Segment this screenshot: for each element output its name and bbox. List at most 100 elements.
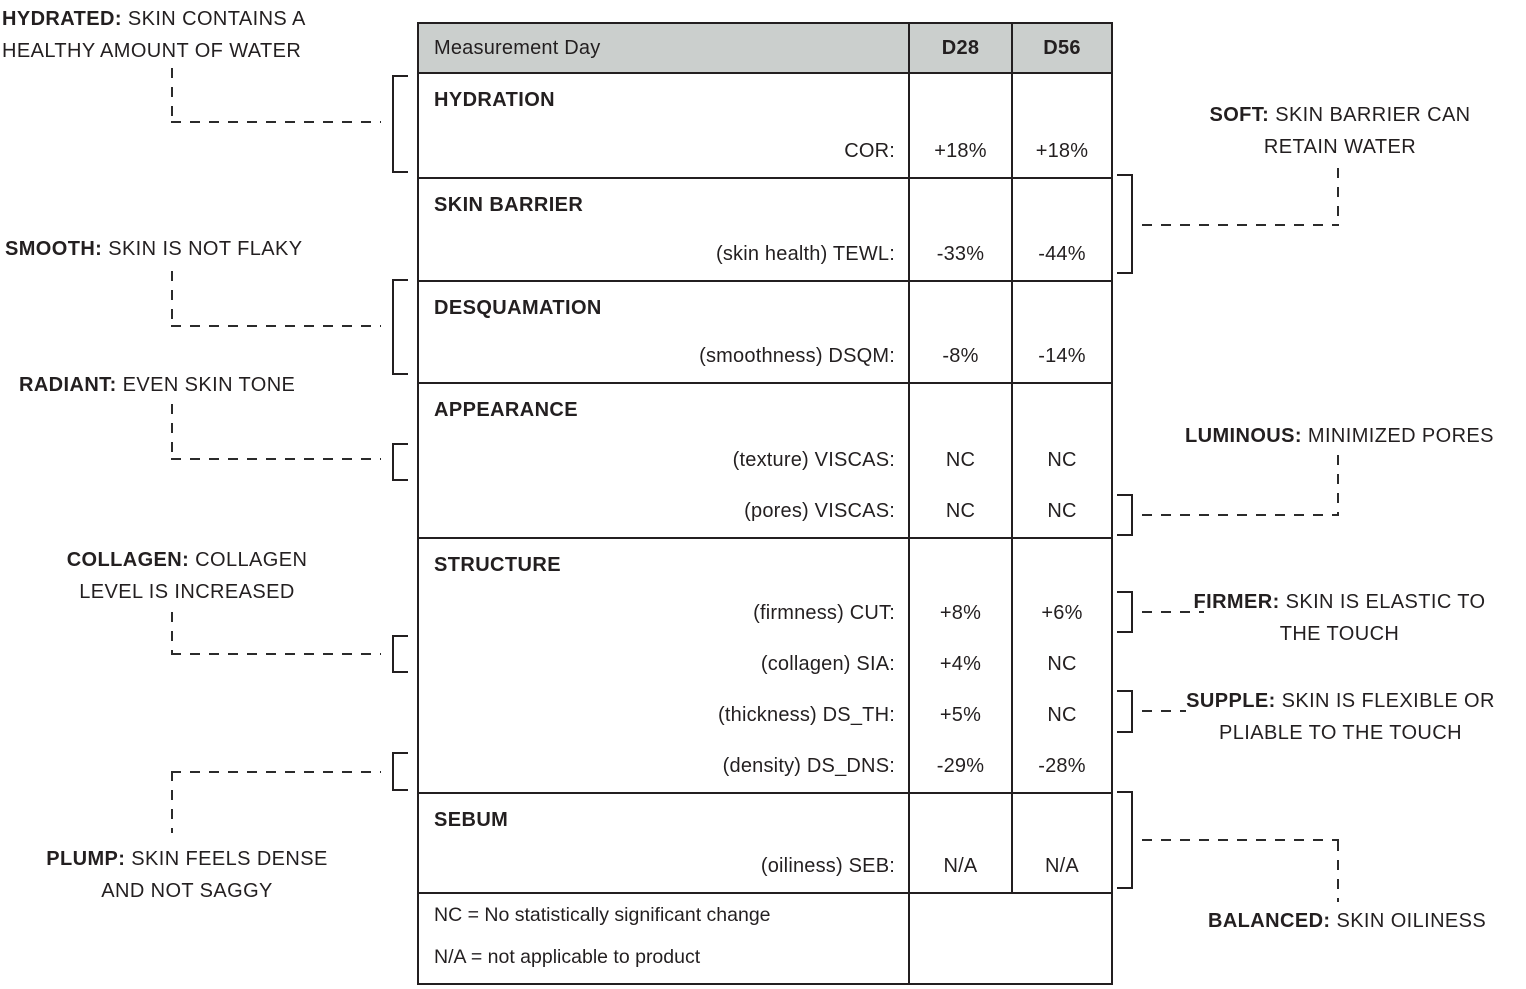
row-label: (skin health) TEWL:: [715, 243, 895, 265]
table-row-seb: (oiliness) SEB: N/A N/A: [419, 841, 1111, 892]
value-d56: NC: [1011, 690, 1111, 741]
bracket-firmness-row: [1117, 591, 1133, 633]
value-d28: +5%: [908, 690, 1011, 741]
value-d28: NC: [908, 435, 1011, 486]
annotation-term: COLLAGEN:: [66, 549, 190, 571]
connector-soft-vertical: [1337, 168, 1339, 226]
annotation-desc: SKIN BARRIER CAN RETAIN WATER: [1263, 104, 1471, 158]
empty-cell: [908, 179, 1011, 229]
value-d28: +18%: [908, 126, 1011, 177]
empty-cell: [1011, 74, 1111, 126]
section-hydration: HYDRATION COR: +18% +18%: [419, 72, 1111, 177]
value-d56: NC: [1011, 639, 1111, 690]
results-table: Measurement Day D28 D56 HYDRATION COR: +…: [417, 22, 1113, 985]
connector-luminous-vertical: [1337, 455, 1339, 516]
annotation-term: RADIANT:: [19, 374, 117, 396]
table-row-sia: (collagen) SIA: +4% NC: [419, 639, 1111, 690]
table-row-tewl: (skin health) TEWL: -33% -44%: [419, 229, 1111, 280]
table-row-ds-th: (thickness) DS_TH: +5% NC: [419, 690, 1111, 741]
annotation-desc: COLLAGEN LEVEL IS INCREASED: [79, 549, 308, 603]
connector-smooth-vertical: [171, 271, 173, 327]
section-title-sebum: SEBUM: [434, 809, 509, 831]
annotation-desc: SKIN IS FLEXIBLE OR PLIABLE TO THE TOUCH: [1219, 690, 1495, 744]
bracket-collagen-row: [392, 635, 408, 673]
connector-balanced-horizontal: [1142, 839, 1339, 841]
table-row-pores-viscas: (pores) VISCAS: NC NC: [419, 486, 1111, 537]
table-row-dsqm: (smoothness) DSQM: -8% -14%: [419, 331, 1111, 382]
section-title-skin-barrier: SKIN BARRIER: [434, 194, 584, 216]
value-d28: +4%: [908, 639, 1011, 690]
annotation-firmer: FIRMER: SKIN IS ELASTIC TO THE TOUCH: [1187, 586, 1492, 650]
annotation-term: SUPPLE:: [1186, 690, 1276, 712]
row-label: (density) DS_DNS:: [722, 755, 895, 777]
annotation-hydrated: HYDRATED: SKIN CONTAINS A HEALTHY AMOUNT…: [2, 3, 394, 67]
bracket-texture-row: [392, 443, 408, 481]
section-title-appearance: APPEARANCE: [434, 399, 579, 421]
empty-cell: [1011, 794, 1111, 841]
annotation-term: SOFT:: [1209, 104, 1270, 126]
annotation-radiant: RADIANT: EVEN SKIN TONE: [19, 369, 295, 401]
value-d56: -28%: [1011, 741, 1111, 792]
bracket-thickness-row: [1117, 690, 1133, 733]
annotation-term: HYDRATED:: [2, 8, 122, 30]
row-label: (firmness) CUT:: [753, 602, 895, 624]
bracket-density-row: [392, 752, 408, 791]
value-d28: +8%: [908, 588, 1011, 639]
value-d56: +6%: [1011, 588, 1111, 639]
bracket-hydration-section: [392, 75, 408, 173]
connector-hydrated-vertical: [171, 68, 173, 123]
value-d56: NC: [1011, 486, 1111, 537]
section-title-desquamation: DESQUAMATION: [434, 297, 602, 319]
value-d56: -14%: [1011, 331, 1111, 382]
empty-cell: [1011, 539, 1111, 588]
annotation-plump: PLUMP: SKIN FEELS DENSE AND NOT SAGGY: [42, 843, 332, 907]
connector-soft-horizontal: [1142, 224, 1339, 226]
annotation-term: PLUMP:: [46, 848, 126, 870]
footnote-na: N/A = not applicable to product: [434, 946, 701, 968]
annotation-desc: SKIN IS NOT FLAKY: [108, 238, 303, 260]
empty-cell: [908, 282, 1011, 331]
table-row-ds-dns: (density) DS_DNS: -29% -28%: [419, 741, 1111, 792]
value-d56: +18%: [1011, 126, 1111, 177]
connector-plump-vertical: [171, 771, 173, 833]
annotation-desc: SKIN CONTAINS A HEALTHY AMOUNT OF WATER: [2, 8, 305, 62]
annotation-soft: SOFT: SKIN BARRIER CAN RETAIN WATER: [1205, 99, 1475, 163]
section-skin-barrier: SKIN BARRIER (skin health) TEWL: -33% -4…: [419, 177, 1111, 280]
connector-hydrated-horizontal: [171, 121, 381, 123]
annotation-desc: MINIMIZED PORES: [1307, 425, 1494, 447]
annotation-luminous: LUMINOUS: MINIMIZED PORES: [1185, 420, 1494, 452]
value-d28: -8%: [908, 331, 1011, 382]
row-label: (collagen) SIA:: [760, 653, 895, 675]
footnote-nc: NC = No statistically significant change: [434, 904, 771, 926]
annotation-term: BALANCED:: [1208, 910, 1331, 932]
annotation-collagen: COLLAGEN: COLLAGEN LEVEL IS INCREASED: [62, 544, 312, 608]
annotation-term: FIRMER:: [1193, 591, 1280, 613]
empty-cell: [1011, 384, 1111, 435]
annotation-term: SMOOTH:: [5, 238, 103, 260]
row-label: (texture) VISCAS:: [732, 449, 895, 471]
value-d28: N/A: [908, 841, 1011, 892]
section-title-hydration: HYDRATION: [434, 89, 556, 111]
bracket-skin-barrier-section: [1117, 174, 1133, 274]
section-appearance: APPEARANCE (texture) VISCAS: NC NC (pore…: [419, 382, 1111, 537]
table-row-cut: (firmness) CUT: +8% +6%: [419, 588, 1111, 639]
connector-firmer-horizontal: [1142, 611, 1204, 613]
row-label: (oiliness) SEB:: [760, 855, 895, 877]
header-measurement-day: Measurement Day: [434, 36, 601, 59]
table-footnotes: NC = No statistically significant change…: [419, 892, 1111, 983]
row-label: (smoothness) DSQM:: [699, 345, 895, 367]
empty-cell: [908, 794, 1011, 841]
empty-cell: [908, 894, 1111, 983]
value-d56: NC: [1011, 435, 1111, 486]
empty-cell: [1011, 282, 1111, 331]
value-d56: -44%: [1011, 229, 1111, 280]
section-structure: STRUCTURE (firmness) CUT: +8% +6% (colla…: [419, 537, 1111, 792]
annotation-smooth: SMOOTH: SKIN IS NOT FLAKY: [5, 233, 302, 265]
bracket-sebum-section: [1117, 791, 1133, 889]
connector-collagen-horizontal: [171, 653, 381, 655]
annotation-desc: SKIN IS ELASTIC TO THE TOUCH: [1279, 591, 1486, 645]
annotation-desc: SKIN FEELS DENSE AND NOT SAGGY: [101, 848, 328, 902]
row-label: COR:: [844, 140, 895, 162]
connector-balanced-vertical: [1337, 841, 1339, 902]
connector-plump-horizontal: [171, 771, 381, 773]
